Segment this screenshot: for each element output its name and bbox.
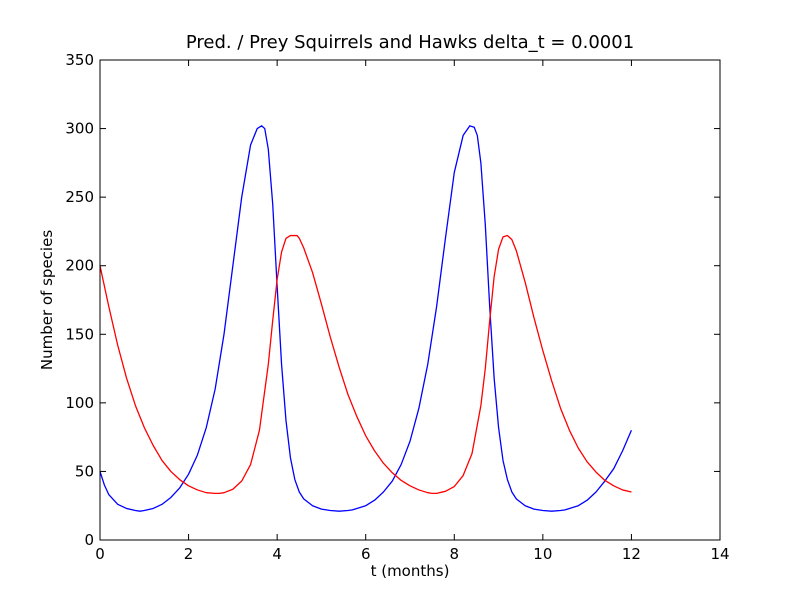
series-layer [99, 125, 633, 512]
y-tick-label: 250 [65, 188, 94, 206]
ticks-layer: 0 2 4 6 8 10 12 14 0 50 100 150 200 250 300 350 [65, 51, 729, 563]
y-tick-label: 150 [65, 325, 94, 343]
x-tick-label: 4 [272, 545, 282, 563]
plot-area [100, 60, 720, 540]
y-tick-label: 200 [65, 257, 94, 275]
y-tick-label: 350 [65, 51, 94, 69]
x-tick-label: 14 [710, 545, 729, 563]
chart-title: Pred. / Prey Squirrels and Hawks delta_t… [186, 32, 634, 53]
x-tick-label: 2 [184, 545, 194, 563]
series-line-1 [99, 125, 633, 512]
y-axis-title: Number of species [38, 230, 56, 370]
y-tick-label: 300 [65, 120, 94, 138]
y-tick-label: 0 [84, 531, 94, 549]
x-tick-label: 8 [450, 545, 460, 563]
x-tick-label: 10 [533, 545, 552, 563]
y-tick-label: 100 [65, 394, 94, 412]
x-axis-title: t (months) [371, 562, 450, 580]
x-tick-label: 6 [361, 545, 371, 563]
plot-frame [99, 59, 721, 541]
series-line-2 [99, 234, 632, 495]
x-tick-label: 0 [95, 545, 105, 563]
x-tick-label: 12 [622, 545, 641, 563]
y-tick-label: 50 [75, 462, 94, 480]
